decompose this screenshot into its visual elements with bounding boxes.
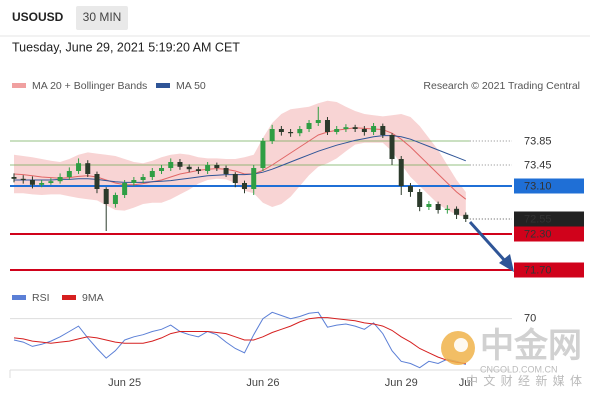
legend-swatch [12, 295, 26, 300]
candle-body [269, 129, 275, 141]
legend-label: MA 50 [176, 80, 206, 92]
plot: 73.85 73.45 73.10 72.55 72.30 71.70 Jun 25 Jun … [10, 100, 584, 389]
watermark: 中金网 CNGOLD.COM.CN 中 文 财 经 新 媒 体 [441, 326, 583, 388]
candle-body [426, 204, 432, 207]
candle-body [94, 174, 100, 189]
candle-body [251, 168, 257, 189]
interval-tab[interactable] [76, 6, 128, 30]
candle-body [444, 208, 450, 210]
watermark-domain: CNGOLD.COM.CN [480, 364, 558, 374]
candle-body [85, 163, 91, 174]
candle-body [131, 180, 137, 183]
candle-body [352, 127, 358, 129]
candle-body [11, 177, 17, 179]
candle-body [260, 141, 266, 168]
candle-body [454, 208, 460, 215]
level-label: 73.10 [524, 180, 552, 192]
projection-arrow [468, 220, 514, 272]
timestamp: Tuesday, June 29, 2021 5:19:20 AM CET [12, 40, 240, 54]
level-label: 72.30 [524, 228, 552, 240]
candle-body [315, 120, 321, 123]
candle-body [195, 169, 201, 171]
candle-body [205, 165, 211, 171]
level-label-box [514, 178, 584, 194]
candle-body [29, 180, 35, 185]
candle-body [343, 127, 349, 129]
candle-body [20, 178, 26, 180]
legend-swatch [62, 295, 76, 300]
candle-body [278, 129, 284, 132]
level-label-box [514, 262, 584, 278]
legend-label: MA 20 + Bollinger Bands [32, 80, 147, 92]
candle-body [48, 181, 54, 183]
level-label: 73.45 [524, 159, 552, 171]
candle-body [407, 186, 413, 192]
candle-body [334, 129, 340, 132]
symbol: USOUSD [12, 10, 64, 24]
candle-body [297, 129, 303, 134]
candle-body [223, 168, 229, 174]
candle-body [435, 204, 441, 210]
candle-body [177, 162, 183, 167]
watermark-tagline: 中 文 财 经 新 媒 体 [466, 373, 583, 388]
legend-label: 9MA [82, 292, 104, 304]
arrow-shaft [468, 220, 508, 264]
candle-body [288, 132, 294, 134]
credit: Research © 2021 Trading Central [423, 80, 580, 92]
moving-average [13, 127, 467, 200]
candle-body [112, 195, 118, 204]
candle-body [103, 189, 109, 204]
level-label-box [514, 226, 584, 242]
x-tick-label: Jun 26 [246, 377, 279, 389]
candle-body [39, 183, 45, 185]
candle-body [398, 159, 404, 186]
candle-body [214, 165, 220, 168]
candle-body [417, 192, 423, 207]
candle-body [324, 120, 330, 132]
candle-body [66, 171, 72, 177]
candle-body [57, 177, 63, 182]
candle-body [76, 163, 82, 171]
candle-body [159, 168, 165, 171]
indicator-line [13, 311, 466, 369]
candle-body [306, 123, 312, 129]
level-label-box [514, 211, 584, 227]
legend-swatch [156, 83, 170, 88]
candle-body [140, 177, 146, 180]
candle-body [463, 214, 469, 219]
candle-body [371, 126, 377, 132]
legend-label: RSI [32, 292, 50, 304]
x-tick-label: Jun 25 [108, 377, 141, 389]
candle-body [361, 129, 367, 132]
watermark-title: 中金网 [480, 326, 582, 365]
candle-body [186, 166, 192, 170]
arrow-head [499, 254, 514, 272]
y-tick-label: 70 [524, 313, 536, 325]
candle-body [380, 126, 386, 135]
level-label: 73.85 [524, 135, 552, 147]
legend-swatch [12, 83, 26, 88]
level-label: 72.55 [524, 213, 552, 225]
indicator-line [13, 317, 466, 364]
candle-body [242, 183, 247, 189]
x-tick-label: Jun 29 [385, 377, 418, 389]
bollinger-band [14, 100, 466, 218]
x-tick-label: Jul [459, 377, 473, 389]
candle-body [389, 135, 395, 159]
candle-body [232, 174, 238, 183]
interval-label[interactable]: 30 MIN [83, 10, 122, 24]
level-label: 71.70 [524, 264, 552, 276]
candle-body [168, 162, 174, 168]
candle-body [122, 183, 128, 195]
candle-body [149, 171, 155, 177]
watermark-logo [454, 338, 468, 352]
